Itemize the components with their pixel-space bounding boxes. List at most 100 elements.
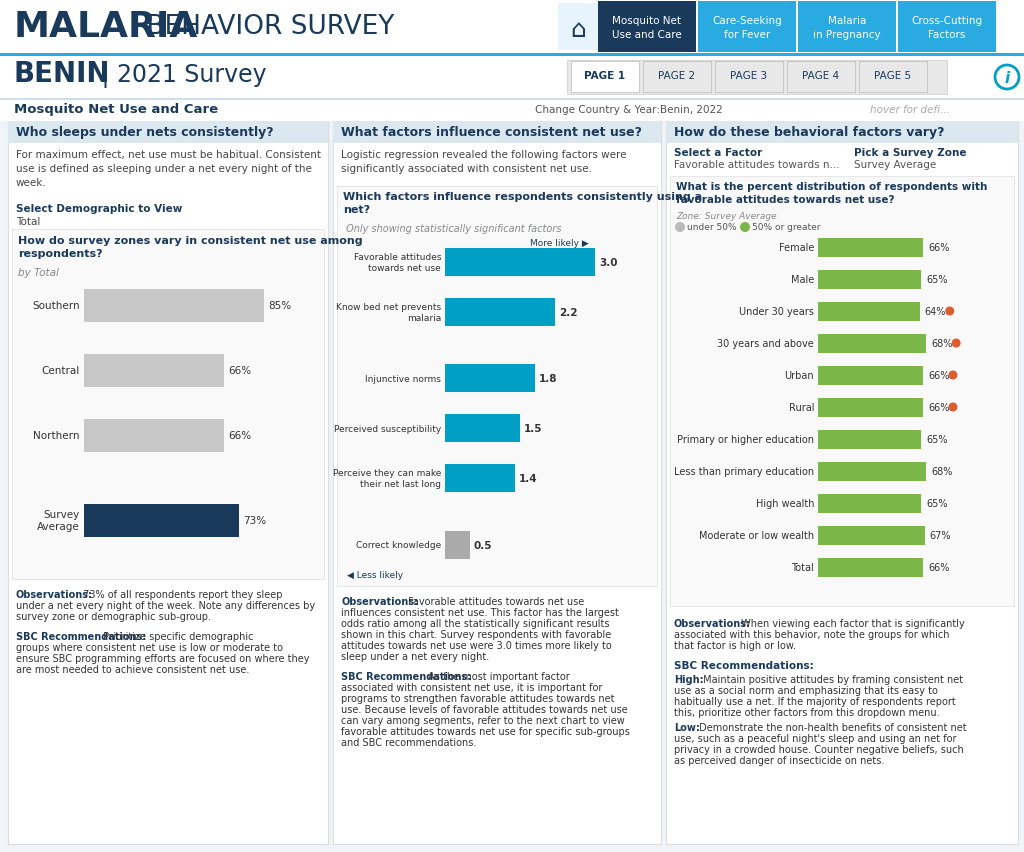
Text: PAGE 5: PAGE 5 bbox=[874, 71, 911, 81]
Text: 66%: 66% bbox=[928, 562, 949, 573]
Bar bbox=[8, 122, 328, 844]
Text: Total: Total bbox=[792, 562, 814, 573]
Text: Select Demographic to View: Select Demographic to View bbox=[16, 204, 182, 214]
Circle shape bbox=[675, 222, 685, 233]
Text: High wealth: High wealth bbox=[756, 498, 814, 509]
Text: Select a Factor: Select a Factor bbox=[674, 148, 762, 158]
Text: 50% or greater: 50% or greater bbox=[752, 222, 820, 232]
Text: 0.5: 0.5 bbox=[474, 540, 493, 550]
Text: 68%: 68% bbox=[931, 338, 952, 348]
Bar bbox=[670, 177, 1014, 607]
Bar bbox=[818, 494, 922, 514]
Text: are most needed to achieve consistent net use.: are most needed to achieve consistent ne… bbox=[16, 665, 250, 674]
Text: Northern: Northern bbox=[34, 430, 80, 440]
Bar bbox=[818, 335, 926, 354]
Text: Survey Average: Survey Average bbox=[854, 160, 936, 170]
Bar bbox=[798, 2, 896, 53]
Bar bbox=[84, 504, 239, 538]
Circle shape bbox=[948, 371, 957, 380]
Text: PAGE 4: PAGE 4 bbox=[803, 71, 840, 81]
Bar bbox=[333, 122, 662, 844]
Text: 68%: 68% bbox=[931, 466, 952, 476]
Text: When viewing each factor that is significantly: When viewing each factor that is signifi… bbox=[738, 619, 965, 628]
Bar bbox=[84, 419, 224, 452]
Circle shape bbox=[740, 222, 750, 233]
Text: 66%: 66% bbox=[928, 402, 949, 412]
Text: Central: Central bbox=[42, 366, 80, 376]
Bar bbox=[0, 0, 1024, 55]
Text: Low:: Low: bbox=[674, 722, 699, 732]
Bar bbox=[859, 62, 927, 93]
Text: 67%: 67% bbox=[930, 531, 951, 540]
Bar bbox=[818, 302, 920, 321]
Text: Favorable attitudes towards n...: Favorable attitudes towards n... bbox=[674, 160, 840, 170]
Text: 66%: 66% bbox=[228, 366, 251, 376]
Text: Less than primary education: Less than primary education bbox=[674, 466, 814, 476]
Text: 1.8: 1.8 bbox=[539, 373, 557, 383]
Bar bbox=[8, 122, 328, 144]
Text: Female: Female bbox=[778, 243, 814, 253]
Text: Under 30 years: Under 30 years bbox=[739, 307, 814, 317]
Bar bbox=[333, 122, 662, 144]
Text: Southern: Southern bbox=[33, 301, 80, 311]
Text: 64%: 64% bbox=[925, 307, 946, 317]
Bar bbox=[445, 464, 515, 492]
Text: by Total: by Total bbox=[18, 268, 58, 278]
Bar bbox=[445, 299, 555, 326]
Circle shape bbox=[945, 307, 954, 316]
Text: 65%: 65% bbox=[927, 435, 948, 445]
Text: PAGE 2: PAGE 2 bbox=[658, 71, 695, 81]
Text: | 2021 Survey: | 2021 Survey bbox=[94, 63, 266, 88]
Bar bbox=[818, 558, 923, 578]
Text: BEHAVIOR SURVEY: BEHAVIOR SURVEY bbox=[138, 14, 394, 40]
Circle shape bbox=[948, 403, 957, 412]
Text: Correct knowledge: Correct knowledge bbox=[355, 541, 441, 550]
Bar bbox=[598, 2, 696, 53]
Text: PAGE 1: PAGE 1 bbox=[585, 71, 626, 81]
Bar bbox=[84, 290, 264, 323]
Text: More likely ▶: More likely ▶ bbox=[530, 239, 589, 248]
Bar bbox=[0, 99, 1024, 101]
Text: associated with consistent net use, it is important for: associated with consistent net use, it i… bbox=[341, 682, 602, 692]
Text: For maximum effect, net use must be habitual. Consistent
use is defined as sleep: For maximum effect, net use must be habi… bbox=[16, 150, 321, 187]
Bar bbox=[445, 249, 595, 277]
Text: ensure SBC programming efforts are focused on where they: ensure SBC programming efforts are focus… bbox=[16, 653, 309, 663]
Text: 66%: 66% bbox=[228, 430, 251, 440]
Text: 66%: 66% bbox=[928, 371, 949, 381]
Bar bbox=[818, 271, 922, 290]
Text: influences consistent net use. This factor has the largest: influences consistent net use. This fact… bbox=[341, 607, 618, 618]
Text: Who sleeps under nets consistently?: Who sleeps under nets consistently? bbox=[16, 126, 273, 139]
Bar bbox=[445, 415, 520, 442]
Circle shape bbox=[951, 339, 961, 348]
Text: 3.0: 3.0 bbox=[599, 257, 617, 268]
Bar bbox=[818, 239, 923, 257]
Bar bbox=[818, 463, 926, 481]
Text: MALARIA: MALARIA bbox=[14, 10, 199, 44]
Text: use as a social norm and emphasizing that its easy to: use as a social norm and emphasizing tha… bbox=[674, 685, 938, 695]
Text: What is the percent distribution of respondents with
favorable attitudes towards: What is the percent distribution of resp… bbox=[676, 181, 987, 205]
Text: 1.4: 1.4 bbox=[519, 474, 538, 483]
Text: that factor is high or low.: that factor is high or low. bbox=[674, 640, 796, 650]
Text: habitually use a net. If the majority of respondents report: habitually use a net. If the majority of… bbox=[674, 696, 955, 706]
Bar bbox=[787, 62, 855, 93]
Text: Injunctive norms: Injunctive norms bbox=[366, 374, 441, 383]
Bar bbox=[558, 4, 598, 51]
Bar bbox=[12, 230, 324, 579]
Text: What factors influence consistent net use?: What factors influence consistent net us… bbox=[341, 126, 642, 139]
Text: 66%: 66% bbox=[928, 243, 949, 253]
Text: favorable attitudes towards net use for specific sub-groups: favorable attitudes towards net use for … bbox=[341, 726, 630, 736]
Text: as perceived danger of insecticide on nets.: as perceived danger of insecticide on ne… bbox=[674, 755, 885, 765]
Text: Survey
Average: Survey Average bbox=[37, 509, 80, 532]
Text: programs to strengthen favorable attitudes towards net: programs to strengthen favorable attitud… bbox=[341, 694, 614, 703]
Text: Care-Seeking
for Fever: Care-Seeking for Fever bbox=[712, 16, 782, 40]
Bar bbox=[643, 62, 711, 93]
Text: How do these behavioral factors vary?: How do these behavioral factors vary? bbox=[674, 126, 944, 139]
Bar bbox=[698, 2, 796, 53]
Text: Moderate or low wealth: Moderate or low wealth bbox=[698, 531, 814, 540]
Text: can vary among segments, refer to the next chart to view: can vary among segments, refer to the ne… bbox=[341, 715, 625, 725]
Text: Observations:: Observations: bbox=[341, 596, 418, 607]
Text: Logistic regression revealed the following factors were
significantly associated: Logistic regression revealed the followi… bbox=[341, 150, 627, 174]
Bar bbox=[898, 2, 996, 53]
Text: survey zone or demographic sub-group.: survey zone or demographic sub-group. bbox=[16, 611, 211, 621]
Bar bbox=[337, 187, 657, 586]
